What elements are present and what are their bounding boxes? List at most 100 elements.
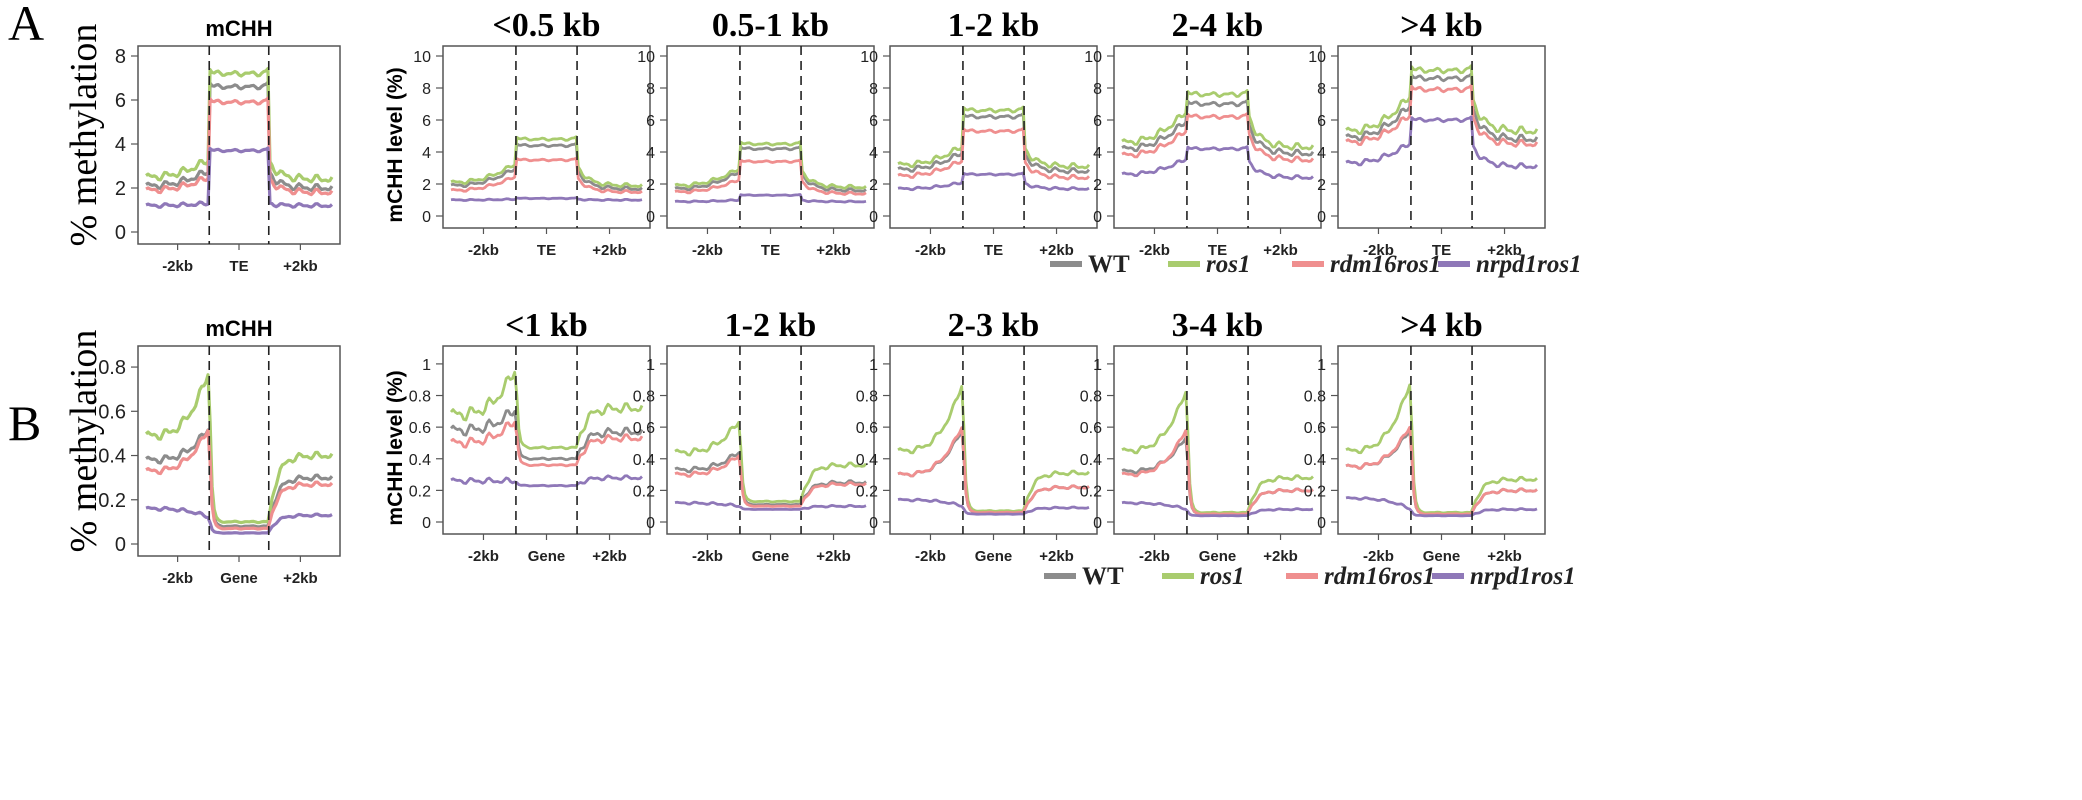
panel-title: <0.5 kb [492,7,600,44]
y-tick-label: 1 [869,357,878,374]
series-line-rdm16ros1 [897,426,1090,515]
panel-title: 1-2 kb [725,307,817,344]
x-region-label: -2kb [162,570,193,587]
series-line-rdm16ros1 [1121,429,1314,516]
chart-panel-b-summary: mCHH 0 0.2 0.4 0.6 0.8% methylation -2kb Gene +2… [63,316,341,587]
series-line-ros1 [145,67,334,184]
y-tick-label: 8 [869,81,878,98]
series-line-wt [450,142,643,192]
x-region-label: TE [1208,242,1227,259]
y-tick-label: 0 [115,222,126,244]
y-tick-label: 0 [1317,209,1326,226]
series-line-nrpd1ros1 [450,474,643,488]
legends: WT ros1 rdm16ros1 nrpd1ros1 WT ros1 rdm16ros1 n… [1044,251,1582,590]
x-region-label: -2kb [468,242,499,259]
x-region-label: +2kb [283,570,318,587]
y-axis-title: % methylation [63,24,105,247]
series-line-nrpd1ros1 [674,500,867,511]
x-region-label: -2kb [1363,242,1394,259]
series-line-nrpd1ros1 [1121,145,1314,181]
x-region-label: -2kb [692,548,723,565]
x-region-label: TE [1432,242,1451,259]
series-line-nrpd1ros1 [145,146,334,209]
x-region-label: +2kb [1039,548,1074,565]
plot-frame [137,345,341,557]
series-line-wt [145,428,334,529]
chart-panels: mCHH 0 2 4 6 8 % methylation -2kb TE +2kb <0.5 kb 0… [63,7,1546,587]
y-tick-label: 4 [1317,145,1326,162]
y-tick-label: 0.8 [856,389,878,406]
series-line-nrpd1ros1 [1345,115,1539,170]
y-tick-label: 0.8 [1304,389,1326,406]
panel-title: 0.5-1 kb [712,7,829,44]
x-region-label: Gene [220,570,258,587]
panel-title: >4 kb [1400,307,1483,344]
legend-label-wt: WT [1082,563,1124,590]
series-line-ros1 [450,135,643,189]
y-tick-label: 0.2 [1080,483,1102,500]
y-tick-label: 10 [637,49,655,66]
chart-panel-a-summary: mCHH 0 2 4 6 8 % methylation -2kb TE +2kb [63,16,341,275]
y-tick-label: 6 [115,90,126,112]
series-line-rdm16ros1 [1121,112,1315,164]
series-line-ros1 [1121,390,1314,515]
panel-title: 3-4 kb [1172,307,1264,344]
x-region-label: -2kb [468,548,499,565]
y-tick-label: 0.2 [1304,483,1326,500]
x-region-label: -2kb [1139,242,1170,259]
series-line-nrpd1ros1 [450,196,643,202]
series-line-nrpd1ros1 [897,171,1090,192]
series-line-wt [450,409,644,461]
x-region-label: +2kb [1039,242,1074,259]
y-tick-label: 0.2 [633,483,655,500]
y-tick-label: 0.2 [856,483,878,500]
panel-letter-a: A [8,0,44,51]
x-region-label: TE [229,258,248,275]
legend-label-rdm16ros1: rdm16ros1 [1324,563,1435,590]
chart-panel-b-2: 1-2 kb 0 0.2 0.4 0.6 0.8 1 -2kb Gene +2kb [633,307,875,565]
plot-frame [889,45,1098,229]
x-region-label: +2kb [1263,548,1298,565]
y-tick-label: 0.4 [98,446,126,468]
y-tick-label: 0 [1093,209,1102,226]
x-region-label: +2kb [816,242,851,259]
x-region-label: -2kb [1363,548,1394,565]
x-region-label: Gene [528,548,566,565]
series-line-ros1 [674,140,867,190]
series-line-nrpd1ros1 [674,193,867,204]
panel-letter-b: B [8,395,41,451]
x-region-label: -2kb [1139,548,1170,565]
y-axis-title: mCHH level (%) [384,67,407,222]
legend-label-nrpd1ros1: nrpd1ros1 [1470,563,1576,590]
x-region-label: +2kb [283,258,318,275]
y-tick-label: 4 [646,145,655,162]
series-line-wt [1121,99,1315,157]
y-tick-label: 8 [115,46,126,68]
y-tick-label: 2 [1093,177,1102,194]
x-region-label: -2kb [915,548,946,565]
y-tick-label: 0 [1093,515,1102,532]
y-tick-label: 2 [1317,177,1326,194]
y-tick-label: 8 [646,81,655,98]
chart-panel-a-2: 0.5-1 kb 0 2 4 6 8 10 -2kb TE +2kb [637,7,875,259]
series-line-ros1 [1345,383,1538,515]
y-tick-label: 0.4 [856,452,878,469]
y-tick-label: 6 [1093,113,1102,130]
series-line-rdm16ros1 [674,454,867,508]
y-tick-label: 0.6 [1304,420,1326,437]
series-line-wt [674,145,867,193]
x-region-label: TE [537,242,556,259]
y-tick-label: 0.8 [633,389,655,406]
series-line-ros1 [449,370,644,451]
y-tick-label: 8 [422,81,431,98]
y-tick-label: 0 [115,534,126,556]
panel-title: mCHH [205,16,272,41]
y-tick-label: 0.8 [98,357,126,379]
plot-frame [1113,345,1322,535]
legend-b: WT ros1 rdm16ros1 nrpd1ros1 [1044,563,1576,590]
y-tick-label: 8 [1317,81,1326,98]
legend-label-ros1: ros1 [1206,251,1250,278]
y-tick-label: 0.2 [98,490,126,512]
y-tick-label: 0.6 [98,401,126,423]
x-region-label: +2kb [1263,242,1298,259]
